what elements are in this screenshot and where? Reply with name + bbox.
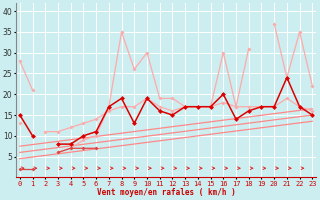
X-axis label: Vent moyen/en rafales ( km/h ): Vent moyen/en rafales ( km/h ) bbox=[97, 188, 236, 197]
